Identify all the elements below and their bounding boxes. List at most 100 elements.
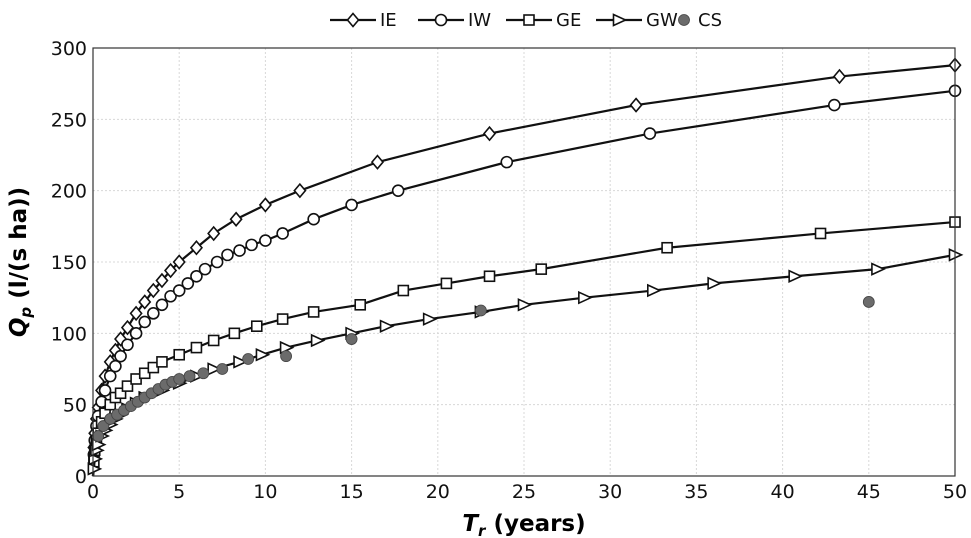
legend-item-iw: IW (418, 10, 491, 31)
series-ge-point (397, 284, 410, 297)
series-iw-point (129, 327, 143, 340)
series-gw-point (871, 262, 886, 276)
series-layer (87, 57, 964, 477)
series-gw-point (310, 333, 326, 348)
legend-marker-cs (678, 14, 690, 26)
series-iw-point (138, 315, 152, 329)
series-ge-point (190, 341, 203, 354)
series-gw-point (788, 269, 804, 284)
y-tick-label: 150 (51, 252, 87, 274)
series-ie-point (370, 154, 385, 170)
legend-marker-ge (523, 14, 535, 26)
series-iw-point (98, 384, 112, 397)
x-tick-label: 30 (598, 481, 622, 503)
legend-label-gw: GW (646, 10, 678, 31)
series-gw-point (578, 290, 593, 305)
series-iw-point (114, 349, 127, 363)
legend-marker-gw (612, 13, 628, 27)
y-axis-label: Qp (l/(s ha)) (6, 187, 35, 337)
y-tick-label: 100 (51, 323, 87, 345)
series-gw-point (255, 347, 271, 362)
series-ie-point (207, 225, 221, 242)
series-ie-point (629, 97, 643, 113)
series-ge-point (814, 227, 827, 240)
legend-label-ge: GE (556, 10, 581, 31)
series-ie-point (258, 197, 272, 213)
x-tick-label: 40 (771, 481, 795, 503)
series-ge-point (228, 327, 241, 340)
series-iw-point (190, 269, 203, 283)
series-iw-point (233, 244, 246, 257)
series-iw-point (164, 289, 177, 303)
series-gw-point (707, 276, 723, 291)
series-gw-point (88, 452, 104, 466)
series-iw-point (172, 284, 186, 297)
series-iw-point (198, 262, 212, 276)
series-ie-point (172, 254, 186, 270)
x-axis-label-main: T (462, 511, 480, 537)
series-iw-point (109, 359, 122, 373)
series-iw-point (147, 307, 160, 320)
y-tick-label: 300 (51, 38, 87, 60)
legend-item-cs: CS (678, 10, 722, 31)
x-tick-label: 25 (512, 481, 536, 503)
legend-label-iw: IW (468, 10, 491, 31)
series-iw-point (643, 127, 657, 140)
series-gw (87, 248, 964, 477)
series-iw-point (276, 227, 289, 240)
x-tick-label: 10 (253, 481, 277, 503)
plot-frame (92, 47, 956, 477)
series-iw-point (155, 298, 169, 312)
series-cs-point (97, 420, 110, 432)
series-gw-point (517, 298, 533, 312)
series-ge-point (483, 270, 496, 283)
x-tick-label: 20 (426, 481, 450, 503)
series-ge-point (207, 334, 220, 347)
x-tick-label: 50 (943, 481, 967, 503)
legend-marker-iw (434, 13, 448, 27)
series-iw-point (391, 184, 405, 197)
series-cs-point (242, 353, 255, 365)
series-iw-point (828, 98, 841, 112)
series-iw-point (103, 369, 117, 383)
y-axis-label-main: Q (6, 318, 32, 338)
series-ge-point (276, 313, 289, 325)
x-axis-label-rest: (years) (485, 511, 585, 537)
series-iw-point (245, 238, 258, 252)
series-cs-point (862, 296, 875, 308)
series-cs-point (183, 370, 196, 383)
series-ie-point (138, 294, 152, 310)
legend-label-ie: IE (380, 10, 397, 31)
y-tick-label: 0 (75, 466, 87, 488)
y-tick-label: 200 (51, 181, 87, 203)
legend-item-ie: IE (330, 10, 397, 31)
series-ge-point (156, 356, 168, 368)
series-iw-point (500, 155, 514, 169)
series-iw-point (181, 277, 195, 290)
series-iw-point (345, 198, 358, 212)
series-ie-point (164, 262, 178, 279)
series-ge-point (535, 263, 548, 275)
series-ge-point (173, 348, 185, 361)
series-cs-point (474, 304, 487, 317)
series-ge-point (440, 277, 453, 290)
series-gw-point (379, 319, 395, 333)
series-ge-point (250, 320, 263, 333)
series-gw-point (87, 462, 103, 476)
series-ie-point (189, 239, 203, 256)
series-ge-point (121, 380, 134, 392)
x-tick-label: 0 (87, 481, 99, 503)
y-tick-label: 50 (63, 395, 87, 417)
series-iw-point (221, 248, 234, 262)
x-tick-label: 15 (340, 481, 364, 503)
legend: IE IW GE GW CS (330, 10, 722, 31)
series-ie-point (482, 125, 497, 142)
y-axis-label-sub: p (17, 307, 35, 319)
series-ie-point (146, 282, 160, 299)
legend-label-cs: CS (698, 10, 722, 31)
x-tick-label: 5 (173, 481, 185, 503)
series-ie-point (155, 272, 169, 289)
legend-marker-ie (346, 12, 360, 28)
legend-item-gw: GW (596, 10, 678, 31)
